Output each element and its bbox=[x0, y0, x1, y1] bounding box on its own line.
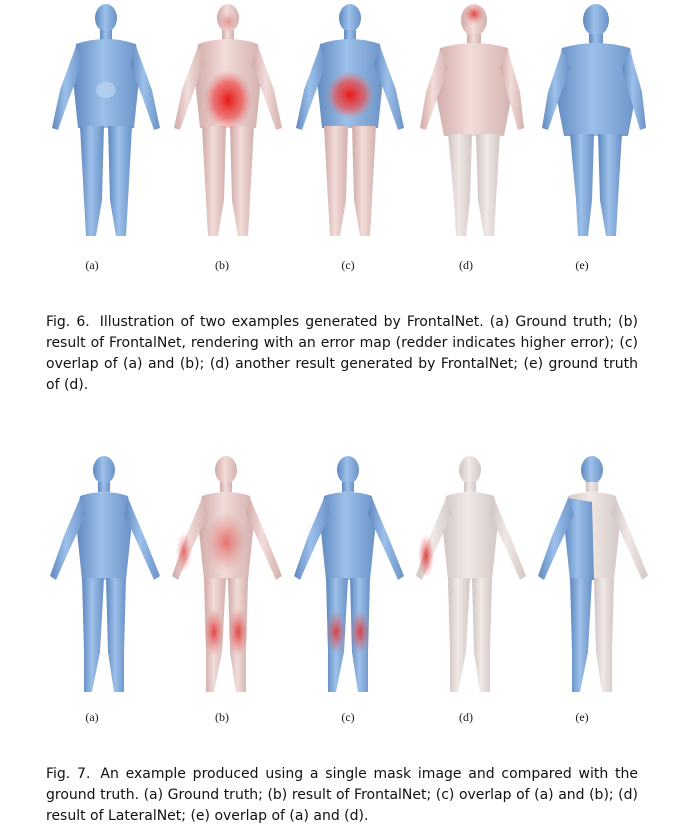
figure-6: (a) (b) (c) (d) (e) bbox=[0, 0, 678, 300]
fig7-c-mesh bbox=[294, 456, 404, 692]
fig7-caption: Fig. 7. An example produced using a singl… bbox=[46, 764, 638, 827]
fig7-caption-number: Fig. 7. bbox=[46, 766, 91, 782]
fig7-label-e: (e) bbox=[575, 710, 589, 724]
fig7-label-c: (c) bbox=[341, 710, 355, 724]
fig6-b-mesh bbox=[174, 4, 282, 236]
fig6-panel-e-body bbox=[534, 0, 654, 280]
fig7-d-mesh bbox=[416, 456, 526, 692]
fig7-label-a: (a) bbox=[85, 710, 99, 724]
fig6-d-mesh bbox=[420, 4, 524, 236]
fig6-label-e: (e) bbox=[575, 258, 589, 272]
fig7-label-b: (b) bbox=[215, 710, 229, 724]
fig6-caption: Fig. 6. Illustration of two examples gene… bbox=[46, 312, 638, 396]
fig6-panel-b-body bbox=[168, 0, 288, 280]
fig6-panel-c-body bbox=[290, 0, 410, 280]
fig6-a-mesh bbox=[52, 4, 160, 236]
fig7-panel-a-body bbox=[46, 452, 166, 732]
fig6-e-mesh bbox=[542, 4, 646, 236]
fig6-label-c: (c) bbox=[341, 258, 355, 272]
fig6-label-d: (d) bbox=[459, 258, 473, 272]
fig7-panel-c-body bbox=[290, 452, 410, 732]
fig7-panel-d-body bbox=[412, 452, 532, 732]
fig6-label-a: (a) bbox=[85, 258, 99, 272]
fig6-panel-a-body bbox=[46, 0, 166, 280]
fig6-c-mesh bbox=[296, 4, 404, 236]
fig6-caption-number: Fig. 6. bbox=[46, 314, 90, 330]
fig7-caption-text: An example produced using a single mask … bbox=[46, 766, 638, 824]
fig7-e-mesh bbox=[538, 456, 648, 692]
fig7-a-mesh bbox=[50, 456, 160, 692]
fig7-b-mesh bbox=[172, 456, 282, 692]
fig6-panel-d-body bbox=[412, 0, 532, 280]
figure-7: (a) (b) (c) (d) (e) bbox=[0, 440, 678, 740]
fig7-panel-e-body bbox=[534, 452, 654, 732]
fig6-caption-text: Illustration of two examples generated b… bbox=[46, 314, 638, 393]
fig7-label-d: (d) bbox=[459, 710, 473, 724]
fig7-panel-b-body bbox=[168, 452, 288, 732]
fig6-label-b: (b) bbox=[215, 258, 229, 272]
